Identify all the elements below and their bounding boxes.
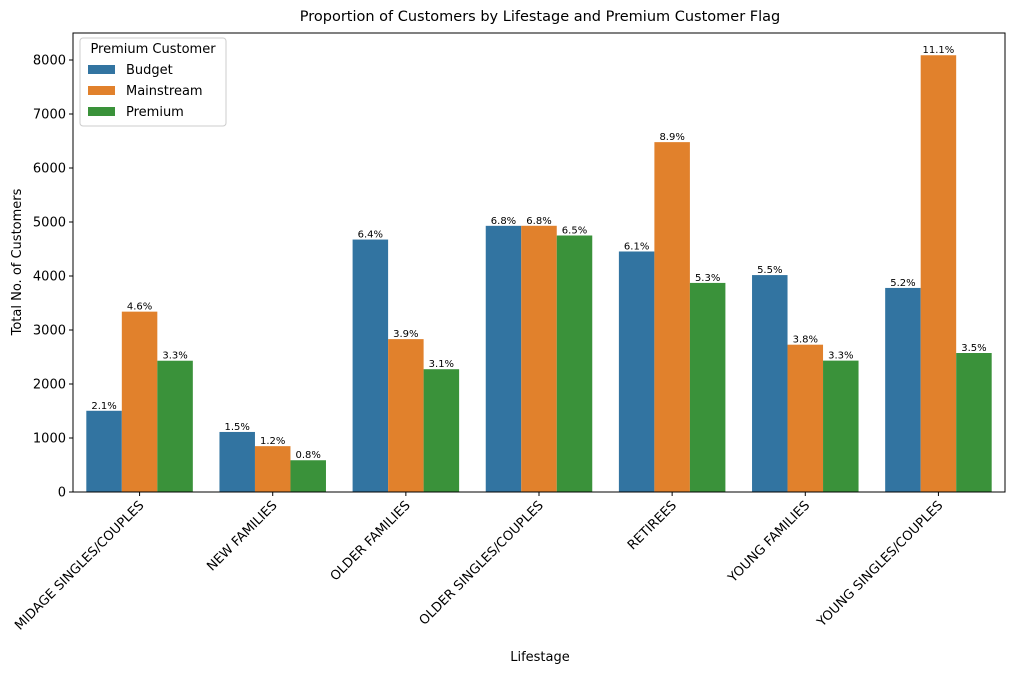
y-tick-label: 5000 bbox=[33, 216, 66, 231]
y-tick-label: 1000 bbox=[33, 432, 66, 447]
x-tick-label: RETIREES bbox=[625, 498, 680, 553]
legend-swatch-mainstream bbox=[88, 86, 115, 95]
bar-mainstream-1 bbox=[254, 446, 291, 492]
data-label-premium-0: 3.3% bbox=[162, 351, 187, 362]
y-tick-label: 2000 bbox=[33, 378, 66, 393]
bar-budget-1 bbox=[219, 431, 255, 492]
x-tick-label: MIDAGE SINGLES/COUPLES bbox=[12, 498, 147, 633]
y-tick-label: 6000 bbox=[33, 162, 66, 177]
chart-title: Proportion of Customers by Lifestage and… bbox=[300, 9, 781, 25]
bar-budget-0 bbox=[86, 410, 122, 492]
bar-budget-4 bbox=[618, 251, 655, 492]
x-axis-title: Lifestage bbox=[510, 650, 570, 665]
data-label-budget-5: 5.5% bbox=[757, 265, 782, 276]
data-label-premium-1: 0.8% bbox=[296, 450, 321, 461]
data-label-budget-4: 6.1% bbox=[624, 241, 649, 252]
legend-label-mainstream: Mainstream bbox=[126, 84, 203, 99]
bar-mainstream-3 bbox=[521, 225, 557, 492]
bar-premium-1 bbox=[290, 460, 326, 492]
data-label-mainstream-6: 11.1% bbox=[923, 45, 955, 56]
data-label-budget-3: 6.8% bbox=[491, 216, 516, 227]
data-label-mainstream-4: 8.9% bbox=[659, 132, 684, 143]
x-tick-label: OLDER SINGLES/COUPLES bbox=[417, 498, 547, 628]
y-tick-label: 8000 bbox=[33, 54, 66, 69]
bar-mainstream-0 bbox=[121, 311, 158, 492]
legend-frame bbox=[79, 37, 227, 127]
bar-budget-6 bbox=[885, 287, 921, 492]
data-label-mainstream-0: 4.6% bbox=[127, 302, 152, 313]
bar-premium-3 bbox=[556, 235, 593, 492]
bar-premium-0 bbox=[157, 360, 193, 492]
data-label-mainstream-2: 3.9% bbox=[393, 329, 418, 340]
bar-mainstream-2 bbox=[388, 339, 424, 492]
data-label-premium-3: 6.5% bbox=[562, 226, 587, 237]
y-axis-title: Total No. of Customers bbox=[10, 188, 25, 336]
data-label-mainstream-5: 3.8% bbox=[793, 335, 818, 346]
data-label-budget-6: 5.2% bbox=[890, 278, 915, 289]
plot-frame bbox=[72, 32, 1006, 493]
data-label-premium-6: 3.5% bbox=[961, 343, 986, 354]
legend-title: Premium Customer bbox=[90, 42, 216, 57]
data-label-mainstream-1: 1.2% bbox=[260, 436, 285, 447]
legend-label-budget: Budget bbox=[126, 63, 173, 78]
bar-budget-5 bbox=[752, 275, 788, 492]
x-tick-label: YOUNG FAMILIES bbox=[725, 498, 813, 586]
legend-label-premium: Premium bbox=[126, 105, 184, 120]
x-tick-label: YOUNG SINGLES/COUPLES bbox=[814, 498, 946, 630]
x-tick-label: NEW FAMILIES bbox=[204, 498, 280, 574]
y-tick-label: 4000 bbox=[33, 270, 66, 285]
data-label-budget-2: 6.4% bbox=[358, 230, 383, 241]
bar-premium-4 bbox=[689, 282, 726, 492]
data-label-budget-1: 1.5% bbox=[225, 422, 250, 433]
data-label-budget-0: 2.1% bbox=[91, 401, 116, 412]
bar-premium-6 bbox=[956, 353, 992, 492]
data-label-premium-5: 3.3% bbox=[828, 351, 853, 362]
bar-mainstream-6 bbox=[920, 55, 957, 493]
legend-swatch-premium bbox=[88, 107, 115, 116]
y-tick-label: 3000 bbox=[33, 324, 66, 339]
y-tick-label: 7000 bbox=[33, 108, 66, 123]
bar-mainstream-5 bbox=[787, 344, 824, 492]
bar-mainstream-4 bbox=[654, 142, 690, 492]
data-label-premium-2: 3.1% bbox=[429, 359, 454, 370]
bar-budget-3 bbox=[485, 225, 522, 493]
x-tick-label: OLDER FAMILIES bbox=[328, 498, 414, 584]
y-tick-label: 0 bbox=[58, 486, 66, 501]
bar-premium-5 bbox=[823, 360, 859, 492]
x-axis: MIDAGE SINGLES/COUPLES NEW FAMILIES OLDER … bbox=[12, 492, 946, 633]
bar-budget-2 bbox=[352, 239, 389, 492]
plot-area: 2.1% 1.5% 6.4% 6.8% 6.1% 5.5% 5.2% 4.6% 1.2% 3.9%… bbox=[86, 45, 992, 493]
data-label-mainstream-3: 6.8% bbox=[526, 216, 551, 227]
bar-premium-2 bbox=[423, 369, 460, 492]
legend: Premium Customer Budget Mainstream Premium bbox=[79, 37, 227, 127]
data-label-premium-4: 5.3% bbox=[695, 273, 720, 284]
legend-swatch-budget bbox=[88, 65, 115, 74]
y-axis: 0 1000 2000 3000 4000 5000 6000 7000 8000 bbox=[33, 54, 73, 501]
